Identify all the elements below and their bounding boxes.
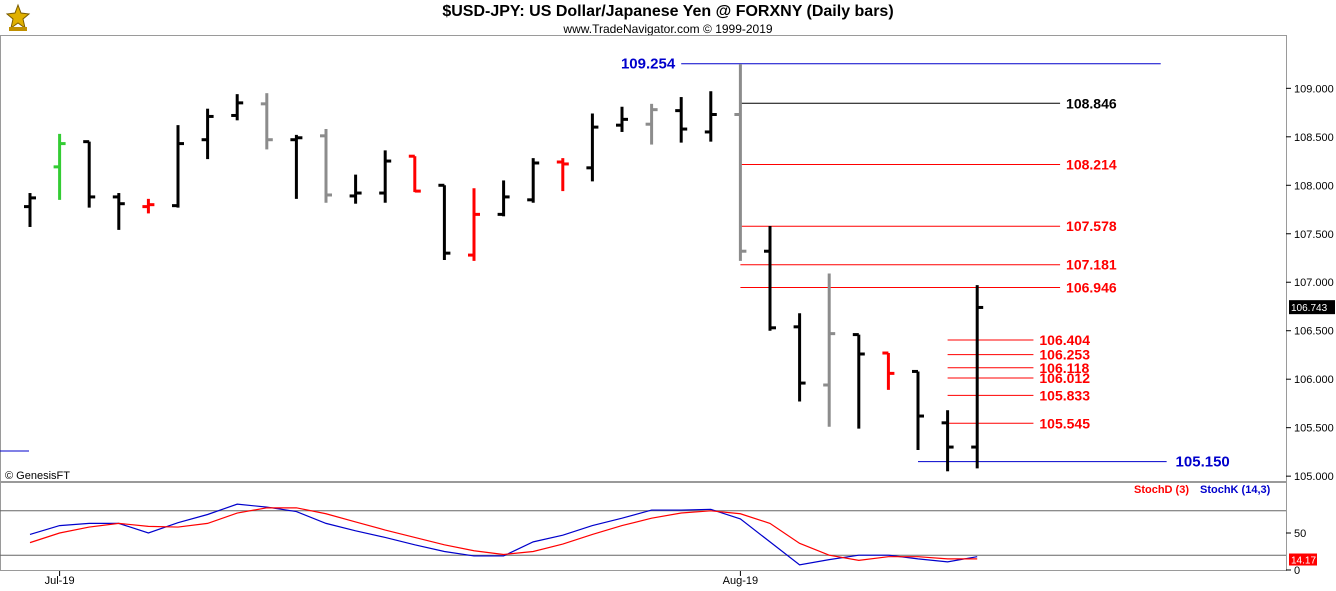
level-label: 107.578	[1066, 218, 1117, 234]
price-panel-frame	[0, 35, 1287, 482]
price-tick-label: 106.500	[1294, 326, 1334, 338]
ohlc-bar	[704, 91, 717, 142]
ohlc-bar	[112, 193, 125, 230]
stoch-tick-label: 50	[1294, 528, 1306, 540]
stoch-series-line	[29, 507, 978, 561]
price-tick-label: 108.500	[1294, 132, 1334, 144]
ohlc-bar	[349, 174, 362, 204]
ohlc-bar	[882, 351, 895, 390]
ohlc-bar	[468, 188, 480, 261]
ohlc-bar	[53, 133, 66, 200]
level-label: 106.404	[1039, 332, 1090, 348]
price-axis: 105.000 105.500 106.000 106.500 107.000 107.5…	[1286, 83, 1335, 483]
stoch-series-line	[29, 503, 978, 566]
time-tick-label: Jul-19	[45, 575, 75, 587]
stoch-last-value: 14.17	[1291, 556, 1316, 567]
ohlc-bar	[734, 64, 747, 261]
trade-navigator-logo-icon	[5, 3, 31, 31]
ohlc-bar	[231, 94, 244, 121]
ohlc-bar	[852, 333, 865, 429]
last-price-label: 106.743	[1291, 303, 1328, 314]
ohlc-bar	[912, 369, 924, 450]
ohlc-bar	[497, 180, 510, 217]
stoch-last-value-box	[1289, 553, 1317, 566]
ohlc-bar	[823, 273, 836, 427]
level-label: 105.833	[1039, 387, 1090, 403]
ohlc-bar	[24, 193, 36, 227]
level-label: 106.946	[1066, 279, 1117, 295]
ohlc-bar	[764, 226, 776, 331]
price-tick-label: 108.000	[1294, 180, 1334, 192]
ohlc-bar	[290, 134, 303, 199]
level-label: 108.846	[1066, 95, 1117, 111]
chart-title: $USD-JPY: US Dollar/Japanese Yen @ FORXN…	[442, 3, 894, 20]
price-tick-label: 105.000	[1294, 471, 1334, 483]
price-tick-label: 107.500	[1294, 229, 1334, 241]
ohlc-bar	[172, 125, 184, 208]
ohlc-bar	[971, 285, 984, 469]
level-label: 109.254	[621, 56, 676, 73]
stoch-legend-entry: StochK (14,3)	[1200, 484, 1271, 496]
price-bars	[24, 64, 984, 472]
level-label: 105.545	[1039, 415, 1090, 431]
level-label: 108.214	[1066, 157, 1117, 173]
price-tick-label: 107.000	[1294, 277, 1334, 289]
level-label: 107.181	[1066, 257, 1117, 273]
time-axis: Jul-19 Aug-19	[45, 571, 758, 587]
level-label: 105.150	[1176, 454, 1230, 471]
level-label: 106.118	[1039, 360, 1089, 376]
ohlc-bar	[260, 93, 273, 150]
ohlc-bar	[675, 97, 688, 143]
stoch-panel: 50 0 StochD (3) StochK (14,3) 14.17	[0, 484, 1317, 577]
ohlc-bar	[408, 154, 421, 193]
price-tick-label: 105.500	[1294, 423, 1334, 435]
ohlc-bar	[793, 313, 806, 402]
last-price-box	[1289, 300, 1335, 315]
copyright-label: © GenesisFT	[5, 470, 70, 482]
chart-subtitle: www.TradeNavigator.com © 1999-2019	[563, 22, 773, 36]
ohlc-bar	[556, 158, 569, 192]
ohlc-bar	[941, 410, 954, 472]
level-label: 106.012	[1039, 370, 1090, 386]
ohlc-bar	[142, 198, 155, 214]
ohlc-bar	[586, 113, 599, 182]
stoch-legend-entry: StochD (3)	[1134, 484, 1189, 496]
stoch-tick-label: 0	[1294, 565, 1300, 577]
ohlc-bar	[616, 106, 628, 132]
price-levels: 109.254 108.846 108.214 107.578 107.181 106.9…	[621, 56, 1230, 471]
ohlc-bar	[645, 103, 658, 145]
price-tick-label: 109.000	[1294, 83, 1334, 95]
stoch-panel-frame	[0, 482, 1287, 571]
ohlc-bar	[527, 158, 540, 203]
time-tick-label: Aug-19	[723, 575, 758, 587]
ohlc-bar	[201, 108, 214, 160]
level-label: 106.253	[1039, 347, 1090, 363]
ohlc-bar	[83, 140, 96, 208]
ohlc-bar	[320, 129, 332, 203]
price-tick-label: 106.000	[1294, 374, 1334, 386]
ohlc-bar	[438, 183, 451, 260]
ohlc-bar	[379, 150, 392, 203]
